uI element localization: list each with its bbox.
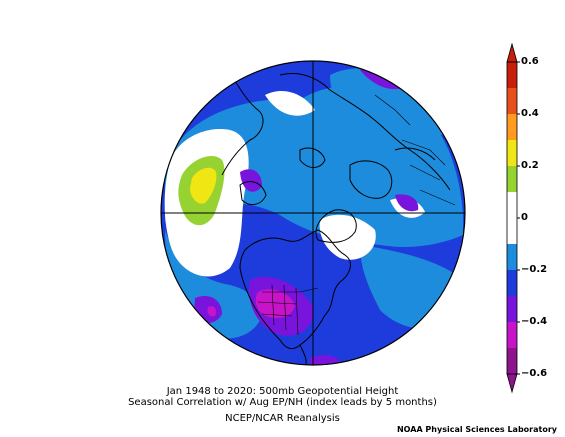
colorbar-bin-4	[507, 166, 517, 192]
correlation-field	[161, 61, 465, 365]
colorbar-bin-9	[507, 322, 517, 348]
light-blue-contours	[165, 68, 463, 339]
colorbar-bin-6	[507, 244, 517, 270]
colorbar-bin-1	[507, 88, 517, 114]
colorbar-upper-arrow	[506, 42, 518, 63]
figure-title-line1: Jan 1948 to 2020: 500mb Geopotential Hei…	[166, 386, 399, 397]
political-borders	[257, 94, 456, 336]
colorbar	[506, 42, 520, 394]
colorbar-tick-label: −0.6	[521, 368, 548, 379]
positive-anomaly-yellow	[190, 167, 217, 204]
colorbar-bin-0	[507, 62, 517, 88]
data-source: NCEP/NCAR Reanalysis	[225, 413, 340, 424]
colorbar-bin-5	[507, 192, 517, 244]
colorbar-bin-2	[507, 114, 517, 140]
colorbar-bin-7	[507, 270, 517, 296]
lab-credit: NOAA Physical Sciences Laboratory	[396, 425, 557, 434]
colorbar-tick-label: −0.2	[521, 264, 548, 275]
coastlines	[221, 64, 451, 365]
colorbar-bin-8	[507, 296, 517, 322]
colorbar-bin-10	[507, 348, 517, 374]
colorbar-tick-label: 0.6	[521, 56, 539, 67]
colorbar-tick-label: 0.2	[521, 160, 539, 171]
colorbar-tick-label: −0.4	[521, 316, 548, 327]
figure-title-line2: Seasonal Correlation w/ Aug EP/NH (index…	[128, 397, 437, 408]
colorbar-tick-label: 0.4	[521, 108, 539, 119]
colorbar-bin-3	[507, 140, 517, 166]
colorbar-tick-label: 0	[521, 212, 528, 223]
